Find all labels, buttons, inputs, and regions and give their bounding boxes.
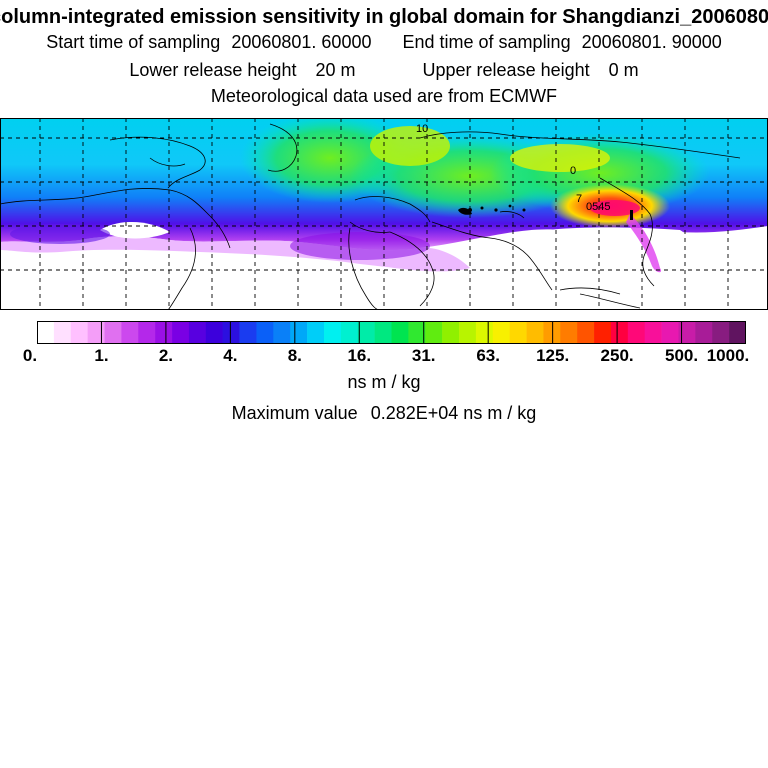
color-scale-swatch — [560, 321, 578, 344]
start-time-label: Start time of sampling — [46, 32, 221, 52]
color-scale-swatch — [678, 321, 696, 344]
color-scale-tick-label: 500. — [664, 346, 699, 365]
color-scale-swatch — [256, 321, 274, 344]
color-scale-swatch — [459, 321, 477, 344]
start-time-value: 20060801. 60000 — [231, 32, 372, 52]
contour-label: 0 — [570, 165, 576, 177]
color-scale-swatch — [577, 321, 595, 344]
color-scale-swatch — [492, 321, 510, 344]
color-scale-tick-label: 250. — [600, 346, 634, 365]
color-scale-tick-label: 31. — [411, 346, 436, 365]
color-scale-swatch — [357, 321, 375, 344]
color-scale-swatch — [273, 321, 291, 344]
color-scale-tick-label: 2. — [158, 346, 173, 365]
color-scale-tick-label: 1000. — [706, 346, 750, 365]
lower-release-label: Lower release height — [129, 60, 297, 80]
color-scale-units: ns m / kg — [347, 372, 421, 392]
color-scale-tick-label: 1. — [94, 346, 109, 365]
color-scale-swatch — [644, 321, 662, 344]
color-scale-swatch — [340, 321, 359, 344]
color-scale-tick-label: 8. — [287, 346, 302, 365]
color-scale-swatch — [425, 321, 443, 344]
color-scale-swatch — [188, 321, 207, 344]
color-scale-swatch — [475, 321, 494, 344]
upper-release-value: 0 m — [608, 60, 639, 80]
color-scale-tick-label: 0. — [22, 346, 38, 365]
color-scale-tick-label: 16. — [347, 346, 372, 365]
color-scale-swatch — [138, 321, 156, 344]
color-scale-swatch — [627, 321, 646, 344]
end-time-label: End time of sampling — [402, 32, 571, 52]
maximum-value-number: 0.282E+04 ns m / kg — [370, 403, 537, 423]
color-scale-swatch — [526, 321, 544, 344]
color-scale-swatch — [239, 321, 257, 344]
color-scale-swatch — [661, 321, 679, 344]
color-scale-bar — [37, 321, 746, 344]
maximum-value: Maximum value 0.282E+04 ns m / kg — [0, 403, 768, 424]
met-data-note: Meteorological data used are from ECMWF — [210, 86, 558, 106]
color-scale-swatch — [594, 321, 612, 344]
color-scale-swatch — [155, 321, 173, 344]
contour-label: 10 — [416, 123, 428, 135]
color-scale-swatch — [408, 321, 426, 344]
contour-label: 0545 — [586, 201, 610, 213]
color-scale-tick-label: 63. — [476, 346, 500, 365]
color-scale-swatch — [391, 321, 409, 344]
color-scale-swatch — [87, 321, 105, 344]
sampling-times: Start time of sampling 20060801. 60000 E… — [0, 32, 768, 53]
color-scale-swatch — [695, 321, 713, 344]
color-scale-swatch — [307, 321, 325, 344]
emission-sensitivity-map: 10 0 7 0545 — [0, 118, 768, 310]
color-scale-swatch — [442, 321, 460, 344]
maximum-value-label: Maximum value — [231, 403, 358, 423]
color-scale-swatch — [509, 321, 527, 344]
color-scale-swatch — [70, 321, 88, 344]
plot-title: column-integrated emission sensitivity i… — [0, 6, 768, 28]
color-scale-swatch — [172, 321, 190, 344]
color-scale-swatch — [205, 321, 223, 344]
color-scale-swatch — [610, 321, 629, 344]
color-scale-border — [37, 321, 746, 344]
release-heights: Lower release height 20 m Upper release … — [0, 60, 768, 81]
color-scale-swatch — [712, 321, 730, 344]
release-point-marker — [630, 210, 633, 220]
color-scale-swatch — [121, 321, 139, 344]
color-scale-swatch — [290, 321, 308, 344]
upper-release-label: Upper release height — [422, 60, 590, 80]
color-scale-swatch — [222, 321, 240, 344]
color-scale-tick-label: 4. — [223, 346, 238, 365]
end-time-value: 20060801. 90000 — [581, 32, 722, 52]
contour-label: 7 — [576, 193, 582, 205]
lower-release-value: 20 m — [315, 60, 356, 80]
color-scale-swatch — [543, 321, 561, 344]
color-scale-swatch — [729, 321, 746, 344]
color-scale-swatch — [53, 321, 72, 344]
color-scale-swatch — [323, 321, 342, 344]
color-scale-swatch — [374, 321, 392, 344]
color-scale-tick-label: 125. — [536, 346, 570, 365]
color-scale-swatch — [37, 321, 55, 344]
color-scale-swatch — [104, 321, 122, 344]
